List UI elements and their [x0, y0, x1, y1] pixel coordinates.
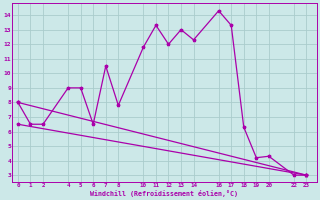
X-axis label: Windchill (Refroidissement éolien,°C): Windchill (Refroidissement éolien,°C): [90, 190, 238, 197]
